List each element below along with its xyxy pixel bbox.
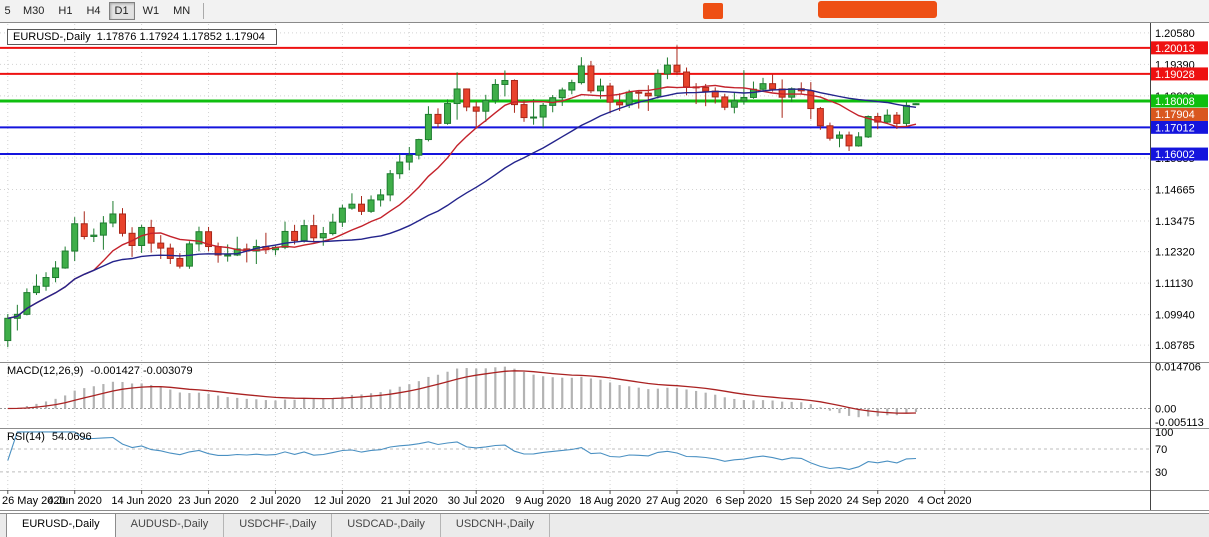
svg-text:18 Aug 2020: 18 Aug 2020 (579, 495, 641, 507)
timeframe-m30-button[interactable]: M30 (17, 2, 50, 20)
timeframe-5-button[interactable]: 5 (2, 2, 15, 20)
svg-text:2 Jul 2020: 2 Jul 2020 (250, 495, 301, 507)
svg-text:30: 30 (1155, 467, 1167, 479)
timeframe-w1-button[interactable]: W1 (137, 2, 166, 20)
ma-slow-navy (7, 88, 917, 319)
tab-usdcad-daily[interactable]: USDCAD-,Daily (332, 514, 441, 537)
svg-text:1.12320: 1.12320 (1155, 247, 1195, 259)
ohlc-values: 1.17876 1.17924 1.17852 1.17904 (96, 31, 265, 43)
timeframe-toolbar: 5 M30 H1 H4 D1 W1 MN (0, 0, 1209, 23)
tab-usdchf-daily[interactable]: USDCHF-,Daily (224, 514, 333, 537)
svg-text:1.09940: 1.09940 (1155, 310, 1195, 322)
svg-text:27 Aug 2020: 27 Aug 2020 (646, 495, 708, 507)
svg-text:-0.005113: -0.005113 (1155, 417, 1204, 429)
macd-header: MACD(12,26,9) -0.001427 -0.003079 (7, 365, 200, 377)
macd-panel (0, 366, 1150, 418)
macd-title: MACD(12,26,9) (7, 365, 84, 377)
svg-text:9 Aug 2020: 9 Aug 2020 (515, 495, 571, 507)
bid-price-tag (1151, 107, 1208, 121)
svg-text:4 Oct 2020: 4 Oct 2020 (918, 495, 972, 507)
svg-text:1.16002: 1.16002 (1155, 149, 1195, 161)
svg-text:6 Sep 2020: 6 Sep 2020 (716, 495, 772, 507)
svg-text:15 Sep 2020: 15 Sep 2020 (780, 495, 842, 507)
symbol-ohlc-box: EURUSD-,Daily 1.17876 1.17924 1.17852 1.1… (7, 29, 277, 45)
brand-logo-icon (818, 1, 937, 18)
chart-background (0, 22, 1209, 512)
rsi-panel (0, 431, 1150, 473)
candles (4, 45, 920, 348)
svg-text:1.14665: 1.14665 (1155, 184, 1195, 196)
svg-text:1.13475: 1.13475 (1155, 216, 1195, 228)
timeframe-h1-button[interactable]: H1 (52, 2, 78, 20)
svg-text:30 Jul 2020: 30 Jul 2020 (448, 495, 505, 507)
svg-text:0.014706: 0.014706 (1155, 362, 1201, 374)
timeframe-buttons: 5 M30 H1 H4 D1 W1 MN (0, 0, 197, 22)
svg-text:100: 100 (1155, 427, 1173, 439)
price-tag-1.19028 (1151, 67, 1208, 81)
svg-text:24 Sep 2020: 24 Sep 2020 (847, 495, 909, 507)
svg-text:0.00: 0.00 (1155, 404, 1176, 416)
macd-signal-line (7, 370, 917, 414)
price-tag-1.18008 (1151, 94, 1208, 108)
svg-text:1.20013: 1.20013 (1155, 43, 1195, 55)
svg-text:26 May 2020: 26 May 2020 (2, 495, 66, 507)
macd-values: -0.001427 -0.003079 (90, 365, 193, 377)
svg-text:12 Jul 2020: 12 Jul 2020 (314, 495, 371, 507)
svg-text:14 Jun 2020: 14 Jun 2020 (111, 495, 172, 507)
ma-fast-red (7, 84, 917, 319)
symbol-title: EURUSD-,Daily (13, 31, 91, 43)
timeframe-h4-button[interactable]: H4 (80, 2, 106, 20)
svg-text:1.17012: 1.17012 (1155, 122, 1195, 134)
svg-text:1.11130: 1.11130 (1155, 278, 1193, 290)
svg-text:23 Jun 2020: 23 Jun 2020 (178, 495, 239, 507)
price-tag-1.16002 (1151, 147, 1208, 161)
timeframe-mn-button[interactable]: MN (167, 2, 196, 20)
svg-text:4 Jun 2020: 4 Jun 2020 (47, 495, 101, 507)
rsi-title: RSI(14) (7, 431, 45, 443)
brand-logo-small-icon (703, 3, 723, 19)
svg-text:1.20580: 1.20580 (1155, 28, 1195, 40)
tab-audusd-daily[interactable]: AUDUSD-,Daily (116, 514, 225, 537)
svg-text:21 Jul 2020: 21 Jul 2020 (381, 495, 438, 507)
svg-text:70: 70 (1155, 444, 1167, 456)
toolbar-separator (203, 3, 205, 19)
rsi-values: 54.0696 (51, 431, 92, 443)
price-tag-1.17012 (1151, 120, 1208, 134)
price-axis: 1.205801.193901.182001.170101.158551.146… (0, 22, 1209, 511)
rsi-line (7, 431, 917, 470)
timeframe-d1-button[interactable]: D1 (108, 2, 135, 20)
tab-eurusd-daily[interactable]: EURUSD-,Daily (6, 513, 116, 537)
tab-usdcnh-daily[interactable]: USDCNH-,Daily (441, 514, 551, 537)
svg-text:1.08785: 1.08785 (1155, 340, 1195, 352)
svg-text:1.17904: 1.17904 (1155, 109, 1195, 121)
price-tag-1.20013 (1151, 41, 1208, 55)
svg-text:1.18008: 1.18008 (1155, 96, 1195, 108)
chart-tabs: EURUSD-,Daily AUDUSD-,Daily USDCHF-,Daily U… (0, 513, 1209, 537)
rsi-header: RSI(14) 54.0696 (7, 431, 99, 443)
svg-text:1.19028: 1.19028 (1155, 69, 1195, 81)
